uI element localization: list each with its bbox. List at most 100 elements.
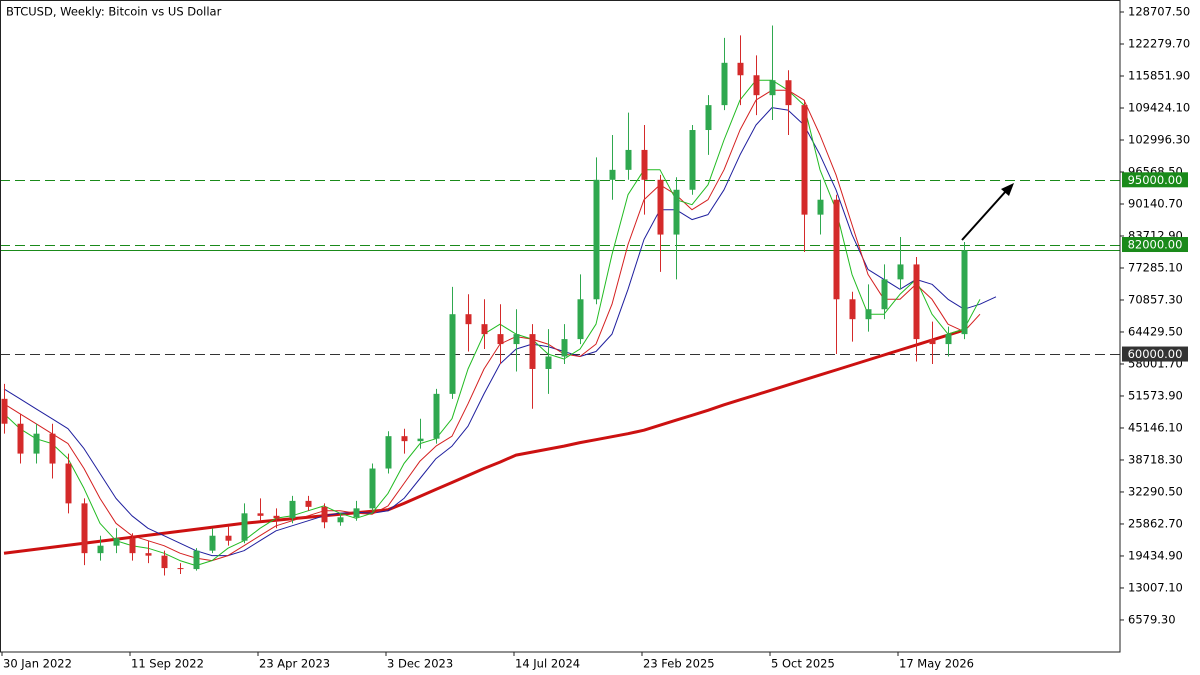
candle-body	[513, 334, 520, 345]
candle-body	[385, 436, 392, 469]
candle-body	[497, 334, 504, 345]
y-tick-label: 109424.10	[1128, 100, 1190, 114]
candle-body	[321, 506, 328, 523]
candle-body	[481, 324, 488, 335]
y-tick-label: 51573.90	[1128, 388, 1183, 402]
moving-average-line	[3, 107, 997, 557]
candle-body	[113, 538, 120, 546]
candle-body	[657, 179, 664, 235]
x-tick-label: 14 Jul 2024	[515, 657, 580, 671]
candle-body	[897, 264, 904, 280]
candle-body	[753, 75, 760, 96]
moving-average-line	[3, 89, 981, 562]
y-tick-label: 70857.30	[1128, 292, 1183, 306]
y-tick-label: 128707.50	[1128, 4, 1190, 18]
level-label-box	[1122, 237, 1188, 253]
candle-body	[353, 508, 360, 518]
candle-body	[737, 62, 744, 76]
candle-body	[369, 468, 376, 509]
candle-body	[817, 199, 824, 215]
y-tick-label: 115851.90	[1128, 68, 1190, 82]
candle-body	[401, 436, 408, 442]
candle-body	[625, 149, 632, 170]
y-tick-label: 102996.30	[1128, 132, 1190, 146]
candle-body	[433, 393, 440, 439]
indicator-lines	[3, 79, 997, 567]
candle-body	[417, 438, 424, 442]
y-tick-label: 6579.30	[1128, 612, 1176, 626]
candle-body	[337, 517, 344, 523]
y-tick-label: 64429.50	[1128, 324, 1183, 338]
level-label-box	[1122, 172, 1188, 188]
candle-body	[609, 169, 616, 180]
arrow-head	[1001, 183, 1014, 196]
x-tick-label: 11 Sep 2022	[131, 657, 204, 671]
candle-body	[289, 500, 296, 519]
y-tick-label: 19434.90	[1128, 548, 1183, 562]
candle-body	[577, 299, 584, 340]
candle-body	[945, 334, 952, 345]
candle-body	[225, 535, 232, 541]
y-tick-label: 122279.70	[1128, 36, 1190, 50]
candle-body	[193, 550, 200, 570]
candle-body	[161, 555, 168, 569]
candle-body	[721, 62, 728, 106]
y-tick-label: 90140.70	[1128, 196, 1183, 210]
axis-labels: 128707.50 122279.70 115851.90 109424.10 1029…	[3, 4, 1190, 670]
candle-body	[257, 513, 264, 516]
candle-body	[641, 149, 648, 180]
level-label: 60000.00	[1128, 347, 1183, 361]
y-tick-label: 45146.10	[1128, 420, 1183, 434]
candle-body	[865, 309, 872, 320]
candle-body	[17, 423, 24, 454]
candle-body	[785, 80, 792, 106]
x-tick-label: 3 Dec 2023	[387, 657, 453, 671]
candle-body	[145, 553, 152, 556]
y-tick-label: 13007.10	[1128, 580, 1183, 594]
plot-frame	[0, 0, 1121, 653]
candle-body	[465, 314, 472, 325]
candle-body	[241, 513, 248, 541]
candle-body	[273, 515, 280, 519]
candle-body	[673, 189, 680, 235]
candle-body	[545, 356, 552, 369]
annotation-arrow	[961, 183, 1014, 241]
candle-body	[881, 279, 888, 310]
candle-body	[593, 179, 600, 300]
candle-body	[833, 199, 840, 300]
candle-body	[209, 535, 216, 551]
y-tick-label: 32290.50	[1128, 484, 1183, 498]
candle-body	[705, 105, 712, 131]
y-tick-label: 77285.10	[1128, 260, 1183, 274]
candles	[1, 25, 968, 576]
moving-average-line	[3, 79, 981, 567]
plot-area	[0, 11, 1124, 656]
moving-average-line	[3, 328, 965, 555]
candle-body	[849, 299, 856, 320]
candle-body	[929, 339, 936, 345]
x-tick-label: 17 May 2026	[899, 657, 974, 671]
arrow-shaft	[961, 190, 1007, 241]
level-label-box	[1122, 346, 1188, 362]
candle-body	[449, 314, 456, 394]
candle-body	[65, 463, 72, 504]
candle-body	[961, 250, 968, 335]
candle-body	[33, 433, 40, 454]
candle-body	[1, 398, 8, 424]
candle-body	[49, 433, 56, 464]
candle-body	[129, 538, 136, 554]
chart-title: BTCUSD, Weekly: Bitcoin vs US Dollar	[6, 5, 222, 19]
candle-body	[97, 545, 104, 554]
candle-body	[177, 568, 184, 570]
level-label: 95000.00	[1128, 173, 1183, 187]
candle-body	[769, 80, 776, 96]
candle-body	[529, 334, 536, 369]
x-tick-label: 23 Apr 2023	[259, 657, 330, 671]
level-label: 82000.00	[1128, 238, 1183, 252]
x-tick-label: 23 Feb 2025	[643, 657, 715, 671]
candle-body	[689, 130, 696, 190]
candle-body	[305, 500, 312, 507]
